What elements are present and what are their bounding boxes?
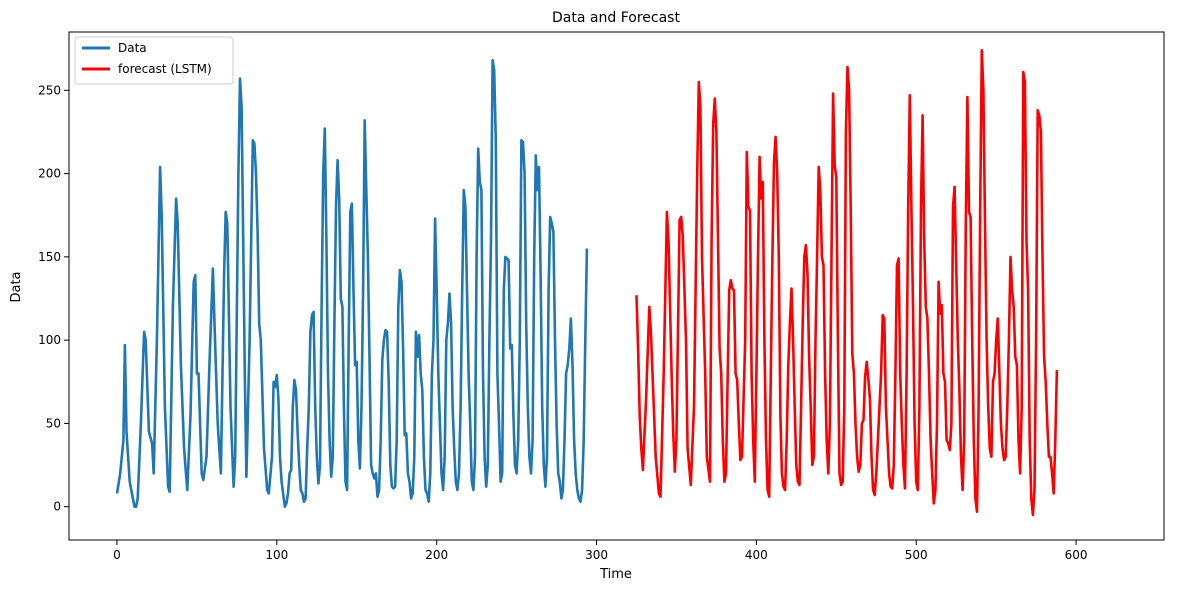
plot-area: [115, 48, 1059, 517]
legend-label-data: Data: [118, 41, 147, 55]
y-tick-label: 50: [46, 416, 61, 430]
legend: Data forecast (LSTM): [74, 36, 234, 85]
y-axis: 0 50 100 150 200 250: [38, 83, 69, 514]
legend-label-forecast: forecast (LSTM): [118, 62, 212, 76]
y-tick-label: 250: [38, 83, 61, 97]
y-tick-label: 100: [38, 333, 61, 347]
x-tick-label: 200: [425, 548, 448, 562]
x-axis-title: Time: [599, 567, 632, 582]
y-tick-label: 0: [53, 500, 61, 514]
x-tick-label: 500: [905, 548, 928, 562]
y-axis-title: Data: [9, 271, 24, 302]
series-line-data: [115, 58, 589, 509]
x-tick-label: 100: [265, 548, 288, 562]
x-tick-label: 600: [1065, 548, 1088, 562]
x-tick-label: 0: [113, 548, 121, 562]
plot-frame: [68, 31, 1165, 541]
legend-box: [74, 36, 234, 85]
series-line-forecast: [635, 48, 1059, 517]
x-tick-label: 400: [745, 548, 768, 562]
y-tick-label: 200: [38, 167, 61, 181]
y-tick-label: 150: [38, 250, 61, 264]
chart-title: Data and Forecast: [552, 10, 680, 26]
x-tick-label: 300: [585, 548, 608, 562]
x-axis: 0 100 200 300 400 500 600: [113, 540, 1088, 562]
